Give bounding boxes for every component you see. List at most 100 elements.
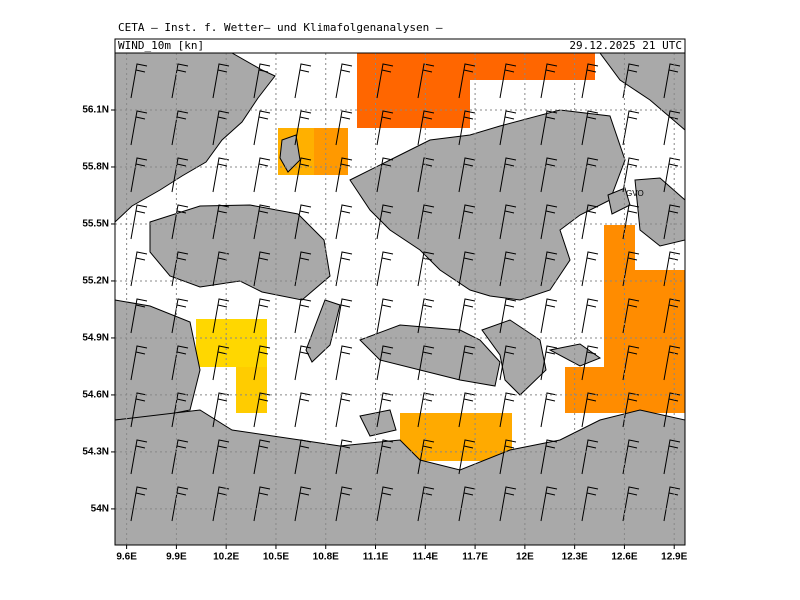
plot-area: GVO [111, 52, 686, 549]
wind-barb [458, 486, 476, 522]
station-label: GVO [626, 189, 644, 198]
wind-barb [540, 251, 558, 287]
frame [114, 52, 686, 546]
lolland [359, 324, 501, 387]
wind-barb [458, 298, 476, 334]
lat-tick-label: 55.2N [82, 276, 109, 287]
wind-barb [540, 298, 558, 334]
wind-barb [130, 439, 148, 475]
wind-barb [130, 63, 148, 99]
wind-barb [171, 298, 189, 334]
wind-barb [581, 298, 599, 334]
wind-barb [253, 486, 271, 522]
wind-barb [540, 486, 558, 522]
wind-barb [376, 251, 394, 287]
wind-barb [499, 157, 517, 193]
wind-barb [253, 392, 271, 428]
wind-area [314, 128, 348, 175]
wind-barb [171, 345, 189, 381]
wind-barb [171, 392, 189, 428]
wind-barb [663, 345, 681, 381]
wind-barb [294, 204, 312, 240]
wind-barb [212, 392, 230, 428]
wind-barb [253, 157, 271, 193]
wind-barb [335, 345, 353, 381]
wind-barb [376, 63, 394, 99]
langeland [305, 299, 341, 363]
wind-barb [335, 251, 353, 287]
land [114, 52, 686, 546]
wind-barb [417, 63, 435, 99]
wind-barb [335, 439, 353, 475]
wind-barb [581, 392, 599, 428]
wind-barb [540, 157, 558, 193]
jutland [114, 52, 276, 224]
lat-tick-label: 55.5N [82, 219, 109, 230]
wind-barb [171, 439, 189, 475]
wind-barb [130, 251, 148, 287]
wind-barb [253, 251, 271, 287]
wind-barb [171, 157, 189, 193]
wind-barb [417, 345, 435, 381]
wind-barb [130, 392, 148, 428]
wind-barb [581, 486, 599, 522]
lat-tick-label: 54.9N [82, 333, 109, 344]
wind-barb [130, 345, 148, 381]
wind-barb [499, 204, 517, 240]
wind-barb [376, 157, 394, 193]
wind-barb [212, 486, 230, 522]
wind-area [565, 367, 604, 413]
wind-barb [581, 157, 599, 193]
lon-tick-label: 10.2E [213, 552, 239, 563]
wind-barb [663, 298, 681, 334]
lat-tick-label: 54.3N [82, 447, 109, 458]
lat-tick-label: 55.8N [82, 162, 109, 173]
wind-barb [294, 392, 312, 428]
wind-area [635, 270, 685, 413]
header-title: CETA – Inst. f. Wetter– und Klimafolgena… [118, 21, 443, 34]
wind-barb [212, 345, 230, 381]
lon-tick-label: 12.9E [661, 552, 687, 563]
wind-barb [335, 63, 353, 99]
wind-barb [499, 251, 517, 287]
wind-barb [212, 157, 230, 193]
wind-barb [417, 439, 435, 475]
wind-barb [458, 345, 476, 381]
wind-barb [376, 110, 394, 146]
wind-barb [253, 110, 271, 146]
wind-barb [540, 439, 558, 475]
wind-barb [417, 392, 435, 428]
funen [149, 204, 331, 301]
wind-barb [622, 110, 640, 146]
wind-barb [294, 110, 312, 146]
wind-barb [622, 157, 640, 193]
valid-time: 29.12.2025 21 UTC [569, 39, 682, 52]
wind-barb [417, 486, 435, 522]
wind-barb [663, 63, 681, 99]
wind-barb [581, 439, 599, 475]
wind-barb [458, 392, 476, 428]
wind-barb [663, 110, 681, 146]
wind-barb [417, 157, 435, 193]
lon-tick-label: 10.8E [313, 552, 339, 563]
wind-barb [253, 204, 271, 240]
wind-barb [335, 204, 353, 240]
wind-barb [458, 251, 476, 287]
wind-barb [581, 63, 599, 99]
lon-tick-label: 11.7E [462, 552, 488, 563]
wind-barb [540, 63, 558, 99]
wind-barb [499, 486, 517, 522]
wind-barb [130, 298, 148, 334]
wind-barb [540, 204, 558, 240]
wind-barb [335, 157, 353, 193]
wind-barb [376, 345, 394, 381]
field-name: WIND_10m [kn] [118, 39, 204, 52]
wind-barb [499, 439, 517, 475]
wind-barb [212, 204, 230, 240]
wind-barb [253, 63, 271, 99]
falster [481, 319, 547, 396]
wind-barb [130, 110, 148, 146]
wind-barb [458, 110, 476, 146]
grid [111, 53, 685, 549]
lon-tick-label: 9.6E [116, 552, 137, 563]
